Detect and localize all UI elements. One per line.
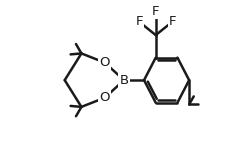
Text: O: O: [99, 91, 110, 104]
Text: F: F: [152, 5, 159, 18]
Text: F: F: [135, 15, 143, 28]
Text: B: B: [120, 74, 128, 87]
Text: F: F: [169, 15, 176, 28]
Text: O: O: [99, 56, 110, 69]
